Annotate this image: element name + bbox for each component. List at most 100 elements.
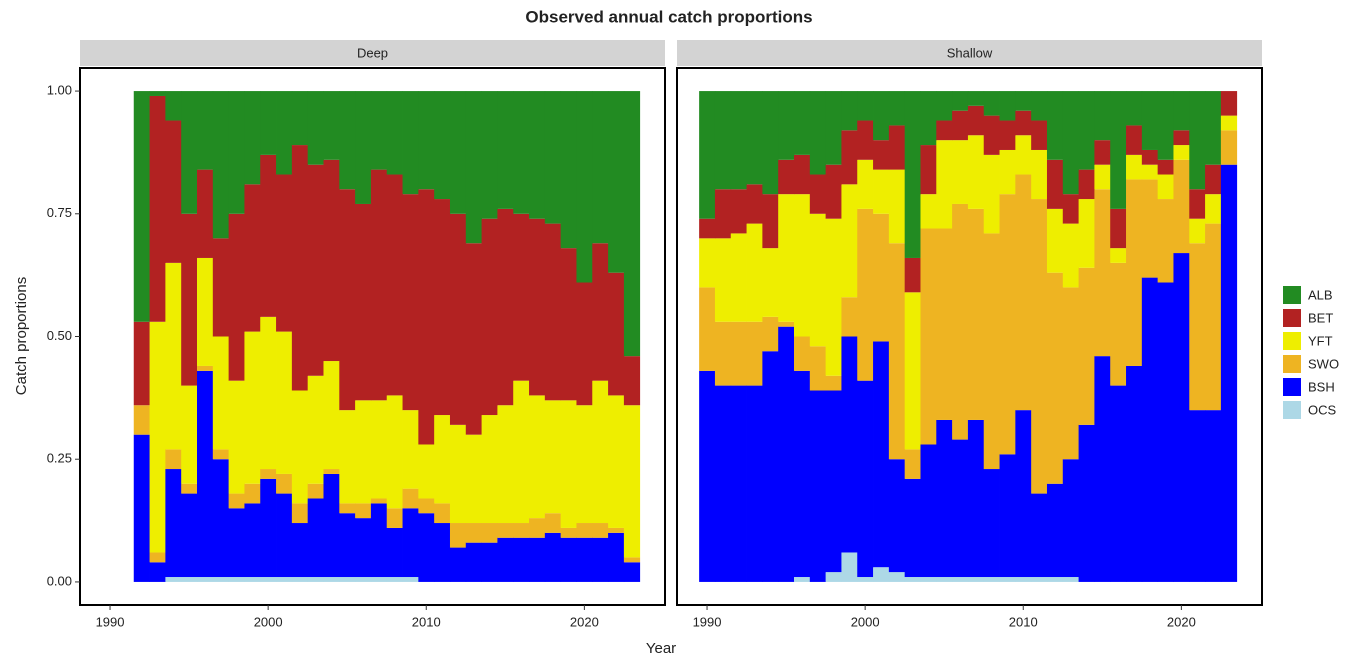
bar-segment (1046, 272, 1064, 484)
bar-segment (857, 91, 874, 121)
bar-segment (825, 91, 842, 165)
bar-segment (1015, 91, 1032, 111)
bar-segment (1220, 115, 1238, 131)
bar-segment (936, 577, 953, 582)
bar-segment (794, 577, 811, 582)
bar-segment (165, 262, 182, 450)
bar-segment (197, 577, 214, 582)
bar-segment (730, 321, 747, 386)
bar-segment (276, 91, 293, 175)
bar-segment (999, 194, 1016, 455)
bar-segment (323, 361, 340, 470)
bar-segment (1110, 262, 1127, 386)
bar-segment (888, 459, 906, 573)
bar-segment (1220, 130, 1238, 165)
bar-segment (181, 213, 198, 386)
bar-segment (762, 248, 779, 317)
bar-segment (999, 120, 1016, 150)
bar-segment (212, 459, 230, 578)
bar-segment (1094, 91, 1111, 141)
bar-segment (920, 444, 937, 578)
bar-segment (873, 91, 890, 141)
bar-segment (1173, 159, 1190, 254)
bar-segment (465, 523, 482, 543)
bar-segment (888, 243, 906, 460)
bar-segment (339, 503, 356, 514)
bar-segment (576, 282, 593, 406)
bar-segment (228, 493, 245, 509)
bar-segment (1157, 282, 1174, 582)
bar-segment (291, 523, 309, 578)
bar-segment (1141, 164, 1159, 180)
bar-segment (983, 115, 1000, 155)
bar-segment (825, 390, 842, 573)
bar-segment (1078, 169, 1095, 200)
bar-segment (307, 498, 324, 578)
bar-segment (841, 184, 858, 298)
bar-segment (888, 91, 906, 126)
bar-segment (999, 454, 1016, 578)
bar-segment (465, 434, 482, 524)
bar-segment (481, 91, 498, 219)
bar-segment (967, 208, 985, 420)
bar-segment (212, 449, 230, 460)
legend-key (1283, 286, 1301, 304)
bar-segment (212, 577, 230, 582)
bar-segment (181, 91, 198, 214)
bar-segment (1126, 91, 1143, 126)
bar-segment (592, 537, 609, 582)
bar-segment (513, 523, 530, 538)
bar-segment (592, 91, 609, 244)
bar-segment (1015, 135, 1032, 175)
bar-segment (1110, 248, 1127, 263)
bar-segment (608, 91, 625, 273)
bar-segment (841, 552, 858, 582)
bar-segment (1031, 149, 1048, 200)
bar-segment (576, 405, 593, 524)
bar-segment (434, 199, 451, 416)
bar-segment (888, 572, 906, 582)
bar-segment (1220, 164, 1238, 582)
bar-segment (873, 567, 890, 582)
bar-segment (952, 140, 969, 204)
bar-segment (197, 169, 214, 258)
bar-segment (920, 577, 937, 582)
bar-segment (355, 91, 372, 204)
bar-segment (181, 483, 198, 494)
bar-segment (291, 145, 309, 391)
bar-segment (244, 184, 261, 332)
bar-segment (323, 91, 340, 160)
strip-label: Shallow (947, 45, 993, 60)
bar-segment (529, 537, 546, 582)
bar-segment (165, 577, 182, 582)
bar-segment (181, 577, 198, 582)
bar-segment (513, 380, 530, 524)
bar-segment (873, 169, 890, 214)
bar-segment (307, 577, 324, 582)
bar-segment (544, 513, 562, 533)
bar-segment (920, 145, 937, 195)
bar-segment (276, 331, 293, 474)
bar-segment (1141, 179, 1159, 278)
legend-key (1283, 378, 1301, 396)
bar-segment (355, 203, 372, 401)
bar-segment (497, 91, 514, 209)
bar-segment (999, 577, 1016, 582)
bar-segment (228, 577, 245, 582)
bar-segment (212, 238, 230, 337)
legend-label: BET (1308, 310, 1333, 325)
bar-segment (1157, 199, 1174, 283)
bar-segment (1031, 120, 1048, 150)
legend-label: SWO (1308, 356, 1339, 371)
y-axis-label: Catch proportions (13, 277, 30, 395)
bar-segment (592, 243, 609, 381)
bar-segment (244, 503, 261, 578)
bar-segment (1141, 277, 1159, 582)
bar-segment (449, 523, 467, 548)
bar-segment (841, 297, 858, 337)
bar-segment (260, 469, 277, 479)
bar-segment (165, 469, 182, 578)
strip (80, 40, 665, 66)
bar-segment (936, 419, 953, 578)
bar-segment (857, 120, 874, 160)
